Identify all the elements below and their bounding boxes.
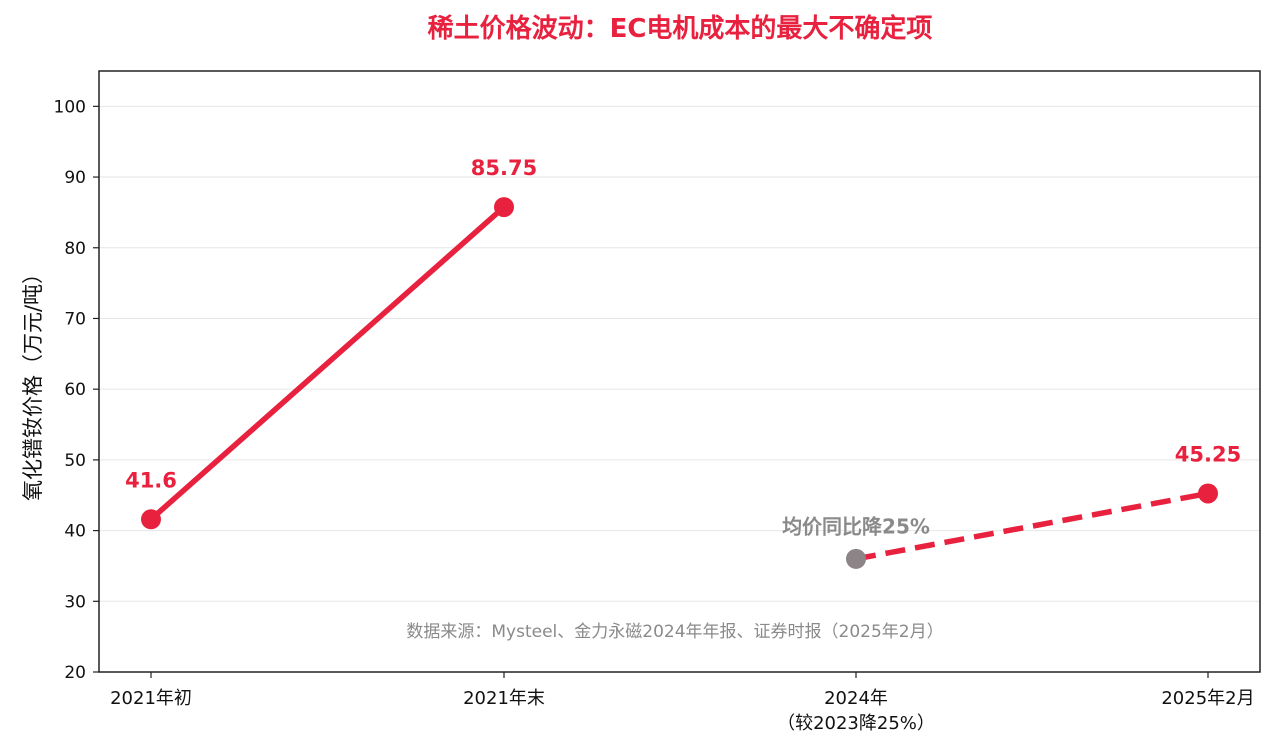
data-point <box>494 197 514 218</box>
series-layer <box>141 197 1218 569</box>
grid-lines <box>99 105 1260 602</box>
y-tick-label: 100 <box>54 97 86 117</box>
y-tick-label: 30 <box>64 592 86 612</box>
y-tick-label: 20 <box>64 663 86 683</box>
y-tick-label: 60 <box>64 380 86 400</box>
x-tick-label: 2021年初 <box>110 688 192 709</box>
data-point <box>141 509 161 530</box>
x-tick-label: 2024年 <box>824 688 888 709</box>
data-point-gray <box>846 548 866 569</box>
data-label-layer: 41.6 85.75 45.25 均价同比降25% <box>125 156 1241 538</box>
y-tick-label: 90 <box>64 168 86 188</box>
x-tick-label: 2025年2月 <box>1161 688 1254 709</box>
y-axis-label: 氧化镨钕价格（万元/吨） <box>21 263 45 501</box>
y-tick-label: 50 <box>64 451 86 471</box>
data-point <box>1198 483 1218 504</box>
data-label: 45.25 <box>1175 442 1241 466</box>
x-axis-ticks: 2021年初 2021年末 2024年 （较2023降25%） 2025年2月 <box>110 672 1255 734</box>
annotation-label: 均价同比降25% <box>782 514 930 538</box>
y-tick-label: 80 <box>64 239 86 259</box>
solid-series-line <box>149 205 506 522</box>
data-label: 41.6 <box>125 468 177 492</box>
x-tick-sublabel: （较2023降25%） <box>777 713 935 734</box>
y-tick-label: 40 <box>64 522 86 542</box>
y-axis-ticks: 20 30 40 50 60 70 80 90 100 <box>54 97 99 683</box>
x-tick-label: 2021年末 <box>463 688 545 709</box>
data-label: 85.75 <box>471 156 537 180</box>
y-tick-label: 70 <box>64 309 86 329</box>
source-note: 数据来源：Mysteel、金力永磁2024年年报、证券时报（2025年2月） <box>406 622 943 642</box>
chart-title: 稀土价格波动：EC电机成本的最大不确定项 <box>428 13 933 44</box>
plot-frame <box>98 70 1261 673</box>
